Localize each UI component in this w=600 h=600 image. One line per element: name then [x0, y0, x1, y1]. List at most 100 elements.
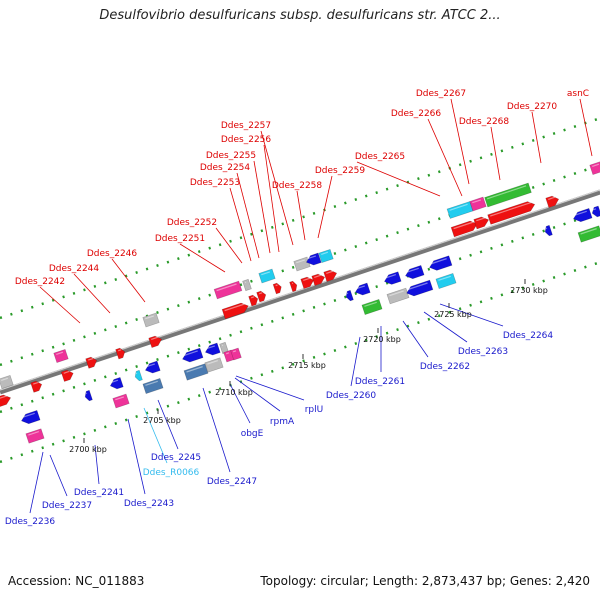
gene-label-forward: Ddes_2257	[221, 121, 271, 131]
leader-line	[215, 227, 243, 264]
gene-shine	[1, 377, 9, 381]
gene-label-forward: Ddes_2270	[507, 102, 558, 112]
gene-feature	[115, 347, 126, 360]
gene-shine	[0, 395, 8, 400]
gene-shine	[63, 370, 70, 374]
gene-label-forward: Ddes_2242	[15, 277, 65, 287]
leader-line	[234, 377, 281, 412]
kbp-tick-label: 2715 kbp	[288, 361, 326, 370]
gene-label-reverse: rpmA	[270, 417, 295, 427]
gene-shine	[151, 336, 159, 340]
gene-shine	[250, 296, 255, 299]
gene-feature	[435, 273, 457, 289]
gene-feature	[258, 268, 276, 284]
leader-line	[229, 187, 252, 262]
leader-line	[39, 286, 81, 324]
gene-shine	[296, 259, 306, 264]
leader-line	[260, 130, 294, 246]
gene-feature	[446, 201, 474, 219]
gene-label-reverse: obgE	[241, 429, 264, 439]
gene-feature	[0, 394, 12, 408]
gene-feature	[272, 282, 282, 295]
kbp-tick-label: 2720 kbp	[363, 335, 401, 344]
accession-text: Accession: NC_011883	[8, 574, 145, 588]
gene-feature	[213, 280, 243, 300]
gene-feature	[469, 196, 487, 212]
gene-label-reverse: Ddes_R0066	[143, 468, 200, 478]
gene-feature	[183, 363, 209, 381]
leader-line	[127, 418, 146, 495]
leader-line	[235, 375, 305, 401]
gene-shine	[303, 277, 311, 281]
gene-feature	[300, 276, 315, 290]
gene-feature	[450, 220, 478, 238]
gene-shine	[275, 284, 278, 287]
gene-feature	[144, 360, 161, 374]
gene-feature	[221, 302, 249, 320]
gene-shine	[115, 396, 125, 401]
kbp-tick-label: 2705 kbp	[143, 416, 181, 425]
gene-shine	[28, 431, 39, 436]
gene-feature	[142, 312, 160, 328]
gene-feature	[591, 205, 600, 218]
leader-line	[490, 126, 501, 181]
gene-feature	[204, 357, 224, 373]
gene-shine	[207, 360, 218, 365]
gene-shine	[476, 217, 486, 222]
leader-line	[317, 175, 333, 239]
gene-feature	[589, 160, 600, 176]
gene-label-forward: Ddes_2259	[315, 166, 366, 176]
gene-shine	[232, 350, 237, 353]
gene-shine	[364, 301, 377, 307]
leader-line	[202, 387, 231, 473]
gene-shine	[56, 351, 64, 355]
leader-line	[94, 444, 100, 485]
gene-feature	[30, 380, 43, 393]
gene-feature	[577, 225, 600, 243]
leader-line	[439, 303, 504, 327]
leader-line	[73, 273, 111, 314]
gene-feature	[0, 374, 14, 390]
gene-label-reverse: Ddes_2260	[326, 391, 377, 401]
leader-line	[402, 320, 429, 358]
gene-shine	[111, 379, 119, 383]
gene-feature	[487, 201, 536, 225]
leader-line	[111, 258, 146, 303]
leader-line	[579, 98, 593, 157]
gene-shine	[489, 201, 532, 217]
leader-line	[450, 98, 470, 185]
gene-label-forward: Ddes_2253	[190, 178, 240, 188]
gene-label-forward: Ddes_2258	[272, 181, 323, 191]
gene-shine	[472, 199, 482, 204]
gene-label-forward: Ddes_2266	[391, 109, 442, 119]
leader-line	[356, 161, 441, 197]
map-title: Desulfovibrio desulfuricans subsp. desul…	[99, 8, 501, 23]
gene-label-reverse: Ddes_2236	[5, 517, 56, 527]
leader-line	[423, 311, 468, 343]
gene-label-forward: Ddes_2246	[87, 249, 138, 259]
gene-label-forward: Ddes_2256	[221, 135, 272, 145]
gene-feature	[573, 208, 593, 223]
leader-line	[253, 160, 271, 254]
gene-feature	[182, 347, 204, 363]
gene-shine	[580, 228, 597, 235]
leader-line	[179, 243, 226, 273]
leader-line	[263, 144, 280, 253]
gene-feature	[484, 182, 532, 208]
gene-shine	[389, 290, 404, 297]
gene-shine	[430, 258, 447, 265]
gene-shine	[592, 163, 600, 167]
gene-label-forward: Ddes_2267	[416, 89, 466, 99]
gene-feature	[289, 280, 298, 293]
kbp-tick-label: 2710 kbp	[215, 388, 253, 397]
gene-feature	[386, 287, 410, 305]
gene-feature	[361, 299, 383, 315]
reverse-inner-dots	[0, 211, 600, 414]
gene-label-forward: Ddes_2265	[355, 152, 405, 162]
gene-shine	[145, 380, 158, 386]
gene-label-forward: Ddes_2252	[167, 218, 217, 228]
gene-shine	[117, 349, 122, 352]
gene-feature	[305, 252, 322, 266]
gene-feature	[60, 369, 74, 382]
